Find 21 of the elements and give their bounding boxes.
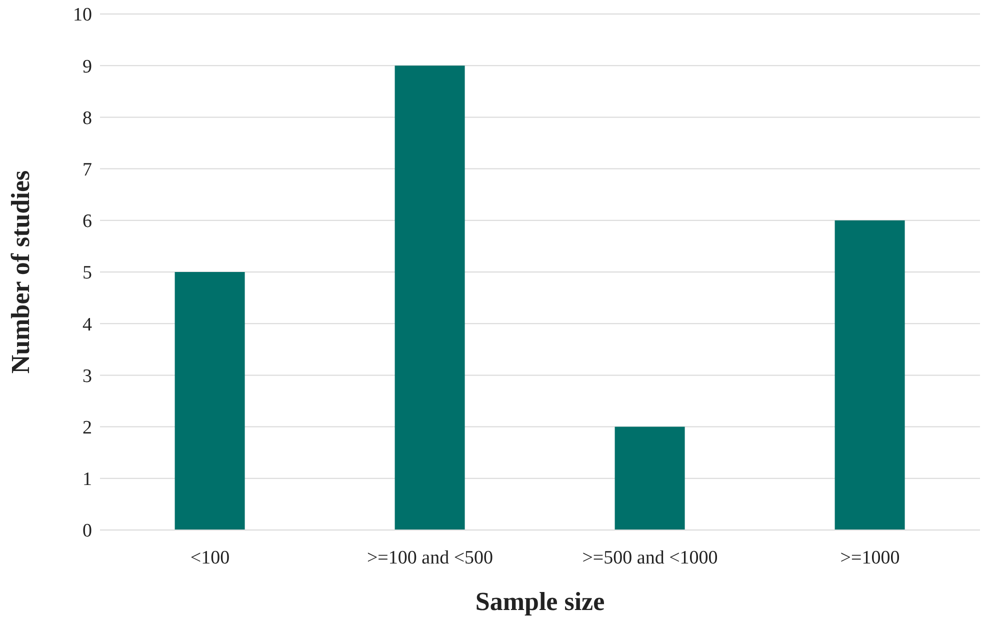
x-tick-label: <100: [190, 547, 230, 568]
x-tick-label: >=100 and <500: [366, 547, 494, 568]
y-axis-title: Number of studies: [6, 170, 36, 374]
y-tick-label: 6: [82, 211, 92, 232]
y-tick-label: 10: [73, 4, 92, 26]
y-tick-label: 1: [82, 469, 92, 490]
x-axis-title: Sample size: [475, 587, 605, 616]
y-tick-label: 3: [82, 366, 92, 387]
x-tick-label: >=1000: [840, 547, 900, 568]
x-tick-label: >=500 and <1000: [582, 547, 718, 568]
y-tick-label: 0: [82, 520, 92, 542]
y-tick-label: 9: [82, 56, 92, 78]
y-tick-label: 5: [82, 262, 92, 284]
bar: [614, 426, 685, 530]
y-tick-label: 2: [82, 418, 92, 439]
y-tick-label: 8: [82, 108, 92, 129]
y-tick-label: 4: [82, 314, 92, 336]
bar: [834, 220, 905, 530]
bar: [394, 66, 465, 530]
bar: [174, 272, 245, 530]
y-tick-label: 7: [82, 160, 92, 181]
